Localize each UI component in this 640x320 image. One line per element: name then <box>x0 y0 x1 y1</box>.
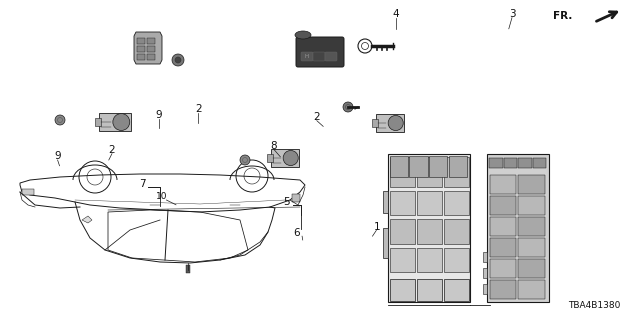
Circle shape <box>388 116 403 131</box>
Bar <box>292 194 300 202</box>
Bar <box>489 158 502 168</box>
Bar <box>417 220 442 244</box>
Polygon shape <box>134 32 162 64</box>
Bar <box>147 46 155 52</box>
Text: TBA4B1380: TBA4B1380 <box>568 301 621 310</box>
Bar <box>518 175 545 194</box>
Bar <box>444 157 469 187</box>
FancyBboxPatch shape <box>296 37 344 67</box>
Text: H: H <box>305 53 309 59</box>
Bar <box>518 217 545 236</box>
Text: 5: 5 <box>283 197 289 207</box>
Text: 2: 2 <box>314 112 320 122</box>
Circle shape <box>343 102 353 112</box>
Bar <box>483 284 487 294</box>
Text: 1: 1 <box>374 222 381 232</box>
Bar <box>518 237 545 257</box>
Bar <box>518 196 545 215</box>
Bar <box>383 228 388 258</box>
Bar <box>518 158 531 168</box>
Text: 8: 8 <box>271 140 277 151</box>
Bar <box>390 157 415 187</box>
Circle shape <box>172 54 184 66</box>
Bar <box>417 279 442 300</box>
Bar <box>483 268 487 278</box>
Bar <box>147 54 155 60</box>
Bar <box>444 279 469 300</box>
Bar <box>137 38 145 44</box>
Bar <box>417 248 442 272</box>
Bar <box>417 157 442 187</box>
Circle shape <box>283 150 298 165</box>
Bar <box>490 280 516 299</box>
Text: 9: 9 <box>156 110 162 120</box>
Text: 2: 2 <box>109 145 115 155</box>
Bar <box>388 154 470 302</box>
Bar <box>376 115 404 132</box>
Bar <box>186 265 190 273</box>
Bar <box>483 252 487 262</box>
Text: 7: 7 <box>139 179 145 189</box>
Bar <box>490 217 516 236</box>
FancyBboxPatch shape <box>325 52 337 61</box>
Bar <box>147 38 155 44</box>
Bar <box>99 113 131 132</box>
Bar <box>390 248 415 272</box>
Bar <box>267 154 273 162</box>
Bar <box>444 191 469 215</box>
Text: 10: 10 <box>156 192 167 201</box>
Bar <box>417 191 442 215</box>
Bar <box>95 118 101 126</box>
Bar <box>137 54 145 60</box>
Bar <box>504 158 517 168</box>
Text: 3: 3 <box>509 9 515 20</box>
Bar <box>390 156 408 177</box>
Bar <box>271 149 300 166</box>
Bar <box>409 156 428 177</box>
Bar <box>490 175 516 194</box>
Circle shape <box>175 57 181 63</box>
Bar <box>487 154 549 302</box>
Text: FR.: FR. <box>554 11 573 21</box>
Bar <box>383 191 388 213</box>
Text: 6: 6 <box>294 228 300 238</box>
Circle shape <box>113 114 130 131</box>
Bar <box>490 237 516 257</box>
Bar <box>429 156 447 177</box>
Bar <box>490 259 516 278</box>
Bar <box>390 220 415 244</box>
Bar <box>490 196 516 215</box>
Text: 9: 9 <box>54 151 61 161</box>
Bar <box>532 158 546 168</box>
Bar <box>137 46 145 52</box>
Circle shape <box>55 115 65 125</box>
Bar <box>444 248 469 272</box>
FancyBboxPatch shape <box>313 52 325 61</box>
Bar <box>444 220 469 244</box>
Polygon shape <box>82 216 92 223</box>
Text: 2: 2 <box>195 104 202 114</box>
Ellipse shape <box>295 31 311 39</box>
Bar <box>518 280 545 299</box>
Bar <box>390 191 415 215</box>
Bar <box>22 189 34 195</box>
Circle shape <box>240 155 250 165</box>
FancyBboxPatch shape <box>301 52 313 61</box>
Text: 4: 4 <box>392 9 399 20</box>
Bar <box>390 279 415 300</box>
Bar <box>372 119 378 127</box>
Bar <box>449 156 467 177</box>
Bar <box>518 259 545 278</box>
